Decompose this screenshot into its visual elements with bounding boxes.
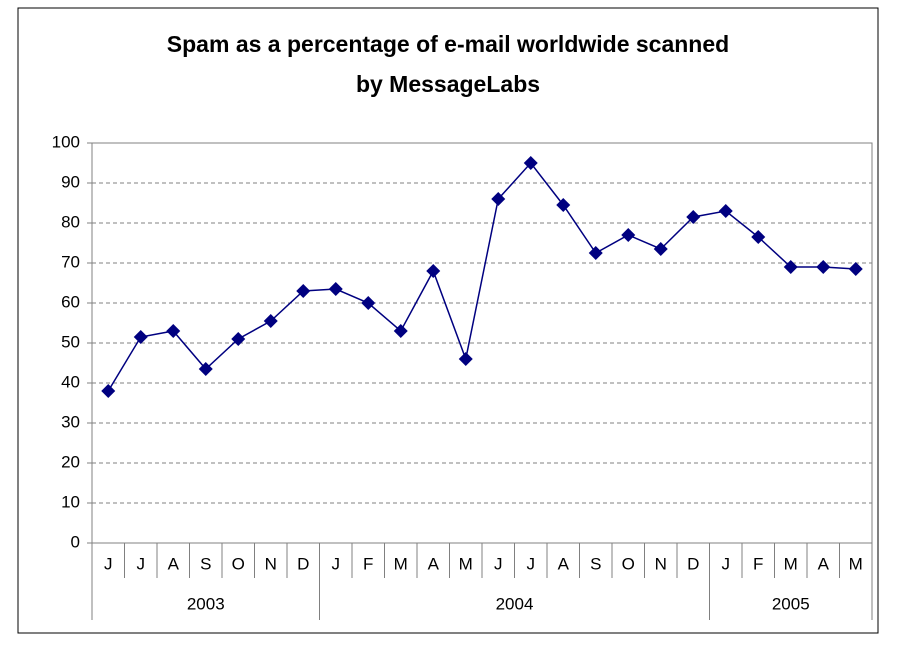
x-tick-label: J — [332, 554, 341, 573]
x-tick-label: A — [558, 554, 570, 573]
x-tick-label: J — [494, 554, 503, 573]
x-tick-label: S — [590, 554, 601, 573]
data-point — [816, 260, 831, 274]
data-point — [686, 210, 701, 224]
y-tick-label: 70 — [61, 252, 80, 271]
x-tick-label: F — [363, 554, 373, 573]
y-tick-label: 100 — [52, 132, 80, 151]
x-tick-label: M — [784, 554, 798, 573]
y-tick-label: 10 — [61, 492, 80, 511]
group-label: 2003 — [187, 594, 225, 613]
data-point — [783, 260, 798, 274]
data-point — [231, 332, 246, 346]
data-point — [426, 264, 441, 278]
data-point — [718, 204, 733, 218]
group-label: 2004 — [496, 594, 534, 613]
y-tick-label: 30 — [61, 412, 80, 431]
x-tick-label: N — [655, 554, 667, 573]
x-tick-label: M — [459, 554, 473, 573]
group-label: 2005 — [772, 594, 810, 613]
data-point — [166, 324, 181, 338]
data-point — [133, 330, 148, 344]
y-tick-label: 50 — [61, 332, 80, 351]
y-tick-label: 60 — [61, 292, 80, 311]
data-point — [751, 230, 766, 244]
y-tick-label: 90 — [61, 172, 80, 191]
data-point — [621, 228, 636, 242]
x-tick-label: J — [722, 554, 731, 573]
chart-subtitle: by MessageLabs — [356, 71, 540, 97]
x-tick-label: S — [200, 554, 211, 573]
x-tick-label: J — [104, 554, 113, 573]
data-point — [523, 156, 538, 170]
series-line — [107, 161, 856, 392]
x-tick-label: F — [753, 554, 763, 573]
x-tick-label: O — [232, 554, 245, 573]
y-tick-label: 0 — [71, 532, 80, 551]
x-tick-label: A — [428, 554, 440, 573]
x-tick-label: J — [137, 554, 146, 573]
x-tick-label: J — [527, 554, 536, 573]
x-tick-label: M — [849, 554, 863, 573]
data-point — [491, 192, 506, 206]
x-tick-label: A — [168, 554, 180, 573]
data-point — [198, 362, 213, 376]
x-tick-label: O — [622, 554, 635, 573]
data-point — [556, 198, 571, 212]
chart-frame — [17, 7, 879, 634]
data-point — [393, 324, 408, 338]
x-tick-label: D — [687, 554, 699, 573]
data-point — [361, 296, 376, 310]
y-tick-label: 40 — [61, 372, 80, 391]
data-point — [263, 314, 278, 328]
data-point — [328, 282, 343, 296]
data-point — [101, 384, 116, 398]
x-tick-label: A — [818, 554, 830, 573]
data-point — [296, 284, 311, 298]
data-point — [588, 246, 603, 260]
data-point — [653, 242, 668, 256]
x-tick-label: N — [265, 554, 277, 573]
x-tick-label: M — [394, 554, 408, 573]
x-tick-label: D — [297, 554, 309, 573]
y-tick-label: 80 — [61, 212, 80, 231]
chart-title: Spam as a percentage of e-mail worldwide… — [167, 31, 729, 57]
data-point — [458, 352, 473, 366]
data-point — [848, 262, 863, 276]
y-tick-label: 20 — [61, 452, 80, 471]
